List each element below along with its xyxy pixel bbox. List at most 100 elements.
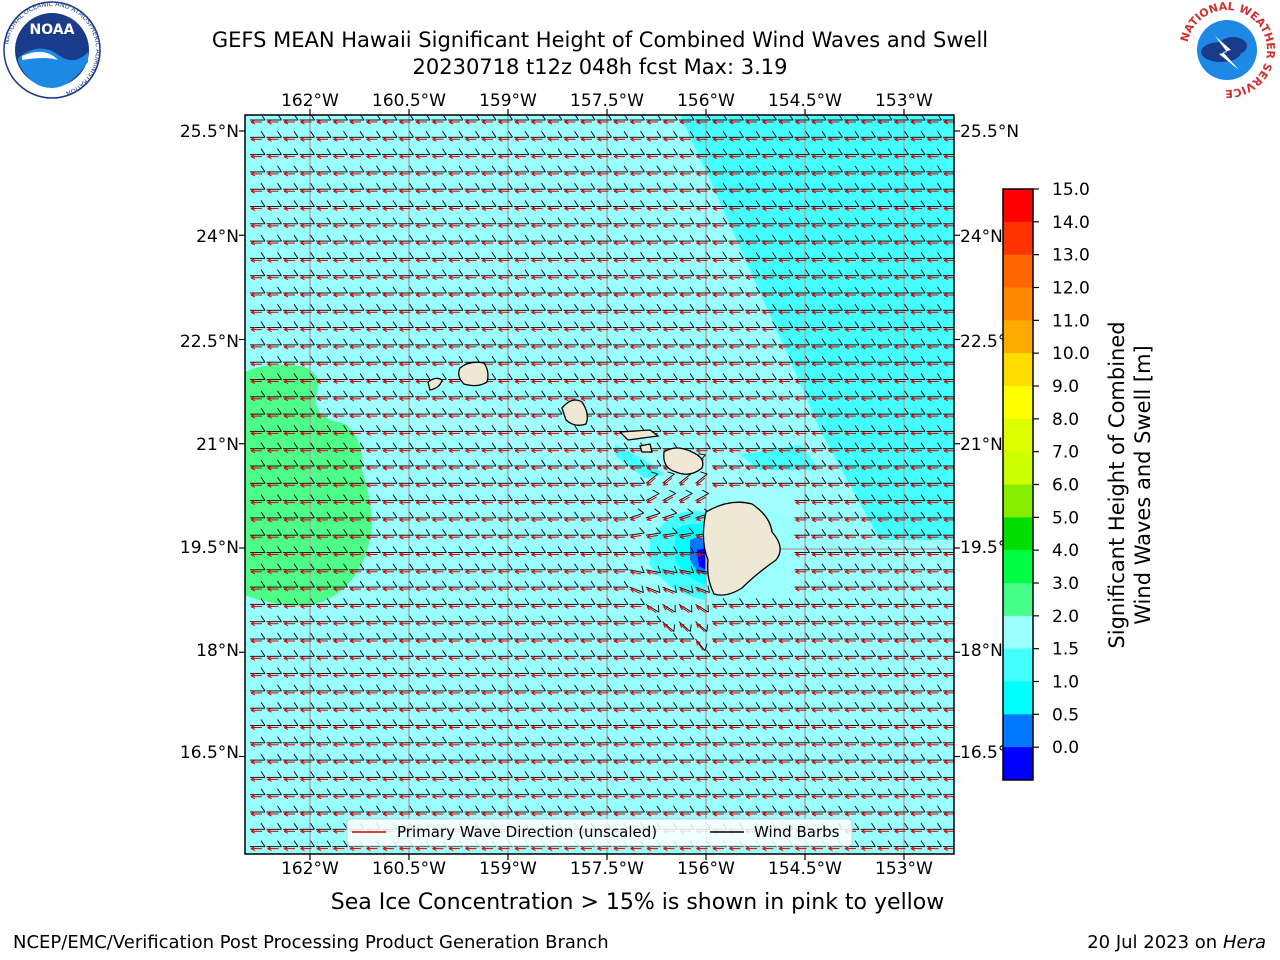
wind-barb-feather bbox=[673, 165, 678, 173]
wave-arrow-head bbox=[894, 136, 899, 142]
wind-barb-feather bbox=[739, 442, 744, 449]
wave-arrow-head bbox=[448, 154, 454, 160]
wind-barb-feather bbox=[640, 252, 645, 259]
wind-barb-feather bbox=[277, 546, 282, 553]
wave-arrow-head bbox=[580, 154, 586, 160]
wind-barb-feather bbox=[838, 373, 843, 380]
wind-barb-feather bbox=[623, 407, 629, 415]
wind-barb-feather bbox=[557, 805, 563, 813]
wind-barb-feather bbox=[310, 650, 315, 657]
wind-barb-feather bbox=[854, 494, 860, 501]
wind-barb-feather bbox=[524, 788, 530, 795]
wind-barb-feather bbox=[739, 701, 744, 709]
wave-arrow-head bbox=[729, 188, 734, 194]
wind-barb-feather bbox=[904, 373, 909, 380]
wind-barb-feather bbox=[623, 390, 629, 398]
wave-arrow-head bbox=[399, 257, 404, 263]
wind-barb-feather bbox=[673, 546, 678, 554]
wind-barb-feather bbox=[409, 148, 414, 155]
wind-barb-feather bbox=[937, 338, 942, 346]
wind-barb-feather bbox=[425, 650, 431, 657]
wave-arrow-head bbox=[514, 257, 520, 263]
wave-arrow-head bbox=[597, 292, 602, 298]
wind-barb-feather bbox=[310, 338, 315, 346]
wind-barb-feather bbox=[722, 684, 728, 692]
wind-barb-feather bbox=[392, 511, 398, 519]
wave-arrow-head bbox=[349, 257, 355, 263]
wind-barb-feather bbox=[343, 165, 348, 173]
wave-arrow-head bbox=[531, 344, 536, 350]
wind-barb-feather bbox=[442, 131, 447, 138]
wind-barb-feather bbox=[871, 840, 876, 847]
wind-barb-feather bbox=[673, 805, 678, 813]
wind-barb-feather bbox=[920, 131, 926, 138]
wind-barb-feather bbox=[359, 442, 365, 449]
wind-barb-feather bbox=[788, 286, 794, 294]
wind-barb-feather bbox=[838, 459, 843, 467]
wind-barb-feather bbox=[821, 131, 827, 138]
wind-barb-feather bbox=[491, 355, 497, 363]
wave-arrow-head bbox=[481, 309, 487, 315]
wind-barb-feather bbox=[772, 115, 777, 121]
wind-barb-feather bbox=[920, 701, 926, 709]
wind-barb-feather bbox=[607, 598, 612, 605]
wind-barb-feather bbox=[409, 719, 414, 726]
wind-barb-feather bbox=[887, 563, 893, 571]
wave-arrow-head bbox=[514, 292, 520, 298]
wind-barb-feather bbox=[805, 217, 810, 225]
wind-barb-feather bbox=[590, 425, 596, 432]
wind-barb-feather bbox=[805, 615, 810, 622]
wave-arrow-head bbox=[613, 206, 619, 211]
wind-barb-feather bbox=[475, 165, 480, 173]
wind-barb-feather bbox=[887, 805, 893, 813]
wind-barb-feather bbox=[772, 701, 777, 709]
wind-barb-feather bbox=[442, 269, 447, 276]
wind-barb-feather bbox=[310, 269, 315, 276]
wind-barb-feather bbox=[475, 580, 480, 588]
wave-arrow-head bbox=[663, 309, 668, 315]
wind-barb-feather bbox=[524, 580, 530, 588]
wind-barb-feather bbox=[805, 459, 810, 467]
wind-barb-feather bbox=[557, 528, 563, 536]
wind-barb-feather bbox=[788, 632, 794, 640]
wind-barb-feather bbox=[260, 753, 266, 761]
wave-arrow-head bbox=[547, 223, 553, 229]
wind-barb-feather bbox=[574, 667, 579, 674]
wind-barb-feather bbox=[821, 252, 827, 259]
wind-barb-feather bbox=[887, 286, 893, 294]
wind-barb-feather bbox=[689, 217, 695, 225]
wind-barb-feather bbox=[871, 580, 876, 588]
wind-barb-feather bbox=[293, 252, 299, 259]
wind-barb-feather bbox=[277, 115, 282, 121]
wind-barb-feather bbox=[673, 115, 678, 121]
wind-barb-feather bbox=[904, 217, 909, 225]
wave-arrow-head bbox=[597, 327, 602, 333]
wind-barb-feather bbox=[425, 425, 431, 432]
wind-barb-feather bbox=[409, 200, 414, 207]
wave-arrow-head bbox=[894, 119, 899, 125]
wind-barb-feather bbox=[360, 115, 365, 121]
wind-barb-feather bbox=[326, 252, 332, 259]
wind-barb-feather bbox=[260, 459, 266, 467]
wind-barb-feather bbox=[392, 269, 398, 276]
wind-barb-feather bbox=[260, 442, 266, 449]
wave-arrow-head bbox=[366, 171, 371, 177]
wind-barb-feather bbox=[821, 546, 827, 553]
wind-barb-feather bbox=[458, 321, 464, 328]
wind-barb-feather bbox=[623, 459, 629, 467]
wind-barb-feather bbox=[475, 115, 480, 121]
wind-barb-feather bbox=[871, 667, 876, 674]
wind-barb-feather bbox=[574, 338, 579, 346]
wind-barb-feather bbox=[854, 771, 860, 778]
wind-barb-feather bbox=[310, 546, 315, 553]
wind-barb-feather bbox=[442, 442, 447, 449]
wind-barb-feather bbox=[706, 217, 711, 225]
wind-barb-feather bbox=[937, 563, 942, 571]
wind-barb-feather bbox=[739, 286, 744, 294]
wind-barb-feather bbox=[409, 390, 414, 398]
wind-barb-feather bbox=[838, 788, 843, 795]
wave-arrow-head bbox=[778, 257, 784, 263]
wind-barb-feather bbox=[640, 269, 645, 276]
wind-barb-feather bbox=[871, 632, 876, 640]
wave-arrow-head bbox=[498, 188, 503, 194]
